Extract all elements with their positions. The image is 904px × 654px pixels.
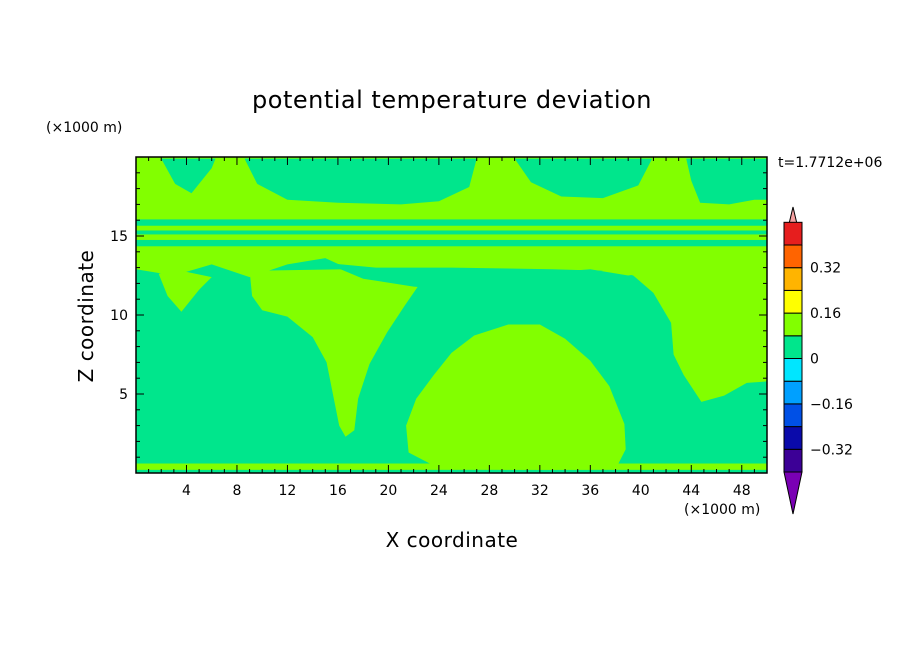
contour-band-0 (136, 230, 767, 235)
contour-band-2 (136, 219, 767, 226)
colorbar-label-0: 0.32 (810, 261, 841, 277)
colorbar-bottom-triangle (783, 471, 803, 515)
x-unit-label: (×1000 m) (684, 502, 761, 518)
contour-region-9 (686, 158, 767, 205)
contour-region-3 (602, 267, 767, 402)
x-tick-label-12: 12 (279, 483, 297, 499)
colorbar-box-8 (783, 267, 803, 291)
contour-region-8 (514, 158, 653, 199)
contour-band-3 (136, 246, 767, 253)
y-unit-label: (×1000 m) (46, 120, 123, 136)
colorbar-box-1 (783, 426, 803, 450)
y-tick-label-5: 5 (119, 387, 128, 403)
colorbar-box-5 (783, 335, 803, 359)
x-tick-label-4: 4 (182, 483, 191, 499)
colorbar-label-1: 0.16 (810, 306, 841, 322)
colorbar-box-3 (783, 380, 803, 405)
x-tick-label-48: 48 (733, 483, 751, 499)
x-tick-label-16: 16 (329, 483, 347, 499)
x-tick-label-36: 36 (581, 483, 599, 499)
colorbar-box-0 (783, 448, 803, 473)
chart-title: potential temperature deviation (252, 86, 652, 114)
contour-region-1 (158, 269, 212, 312)
x-axis-title: X coordinate (385, 528, 519, 552)
contour-region-4 (406, 324, 626, 470)
colorbar-label-2: 0 (810, 352, 819, 368)
contour-region-6 (161, 158, 216, 194)
y-axis-title: Z coordinate (74, 249, 98, 383)
colorbar-label-4: −0.32 (810, 442, 853, 458)
contour-field (136, 157, 767, 473)
contour-region-2 (249, 267, 444, 437)
contour-band-1 (136, 225, 767, 231)
time-stamp-label: t=1.7712e+06 (778, 155, 883, 171)
x-tick-label-28: 28 (480, 483, 498, 499)
colorbar-box-10 (783, 221, 803, 246)
colorbar-label-3: −0.16 (810, 397, 853, 413)
x-tick-label-8: 8 (232, 483, 241, 499)
colorbar: 0.32 0.16 0 −0.16 −0.32 (783, 206, 853, 515)
contour-region-5 (325, 262, 603, 292)
x-tick-label-20: 20 (379, 483, 397, 499)
colorbar-box-4 (783, 358, 803, 382)
x-tick-label-40: 40 (632, 483, 650, 499)
colorbar-box-7 (783, 289, 803, 314)
contour-band-4 (136, 239, 767, 247)
colorbar-box-6 (783, 312, 803, 337)
contour-region-7 (244, 158, 477, 205)
y-tick-label-15: 15 (110, 229, 128, 245)
surface-layer (136, 463, 767, 470)
x-tick-label-44: 44 (682, 483, 700, 499)
colorbar-box-9 (783, 244, 803, 269)
x-tick-label-32: 32 (531, 483, 549, 499)
colorbar-box-2 (783, 403, 803, 428)
y-tick-label-10: 10 (110, 308, 128, 324)
x-tick-label-24: 24 (430, 483, 448, 499)
